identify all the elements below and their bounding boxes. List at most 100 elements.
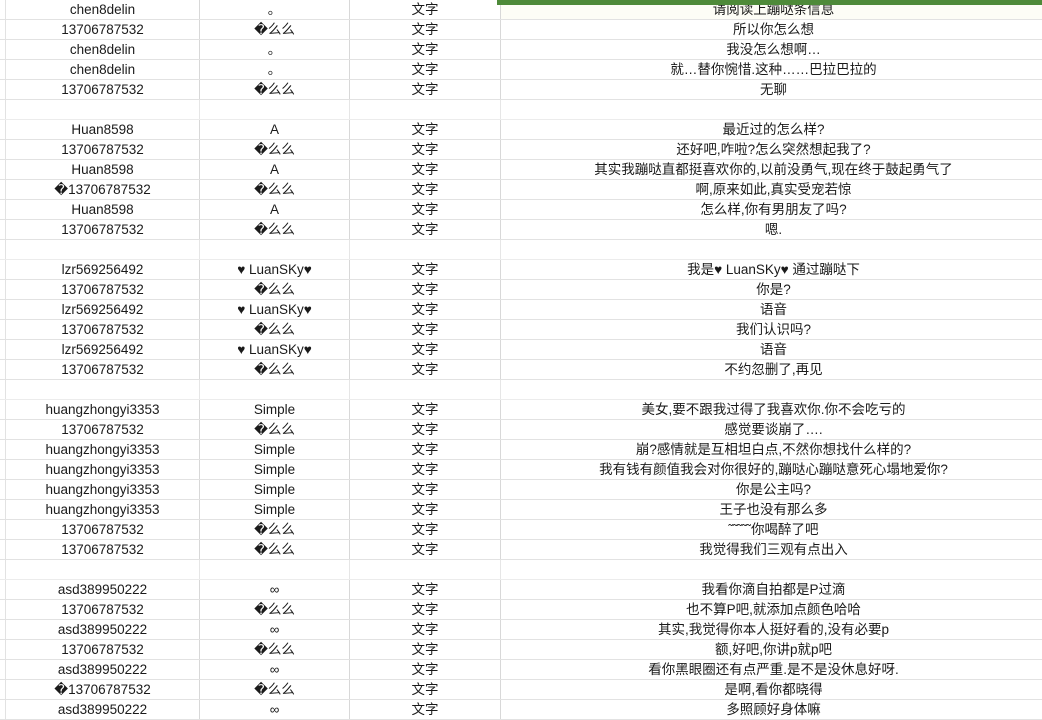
cell-nickname[interactable]: �么么 <box>200 20 350 40</box>
cell-msg-type[interactable]: 文字 <box>350 320 501 340</box>
cell-message[interactable]: 怎么样,你有男朋友了吗? <box>501 200 1042 220</box>
cell-msg-type[interactable]: 文字 <box>350 360 501 380</box>
table-row[interactable]: 13706787532�么么文字额,好吧,你讲p就p吧 <box>0 640 1042 660</box>
cell-message[interactable]: 我看你滴自拍都是P过滴 <box>501 580 1042 600</box>
table-row[interactable]: asd389950222∞文字看你黑眼圈还有点严重.是不是没休息好呀. <box>0 660 1042 680</box>
cell-user-id[interactable]: chen8delin <box>6 60 200 80</box>
table-row[interactable]: 13706787532�么么文字也不算P吧,就添加点颜色哈哈 <box>0 600 1042 620</box>
cell-nickname[interactable]: Simple <box>200 400 350 420</box>
cell-msg-type[interactable]: 文字 <box>350 700 501 720</box>
cell-user-id[interactable]: asd389950222 <box>6 620 200 640</box>
table-row[interactable]: lzr569256492♥ LuanSKy♥文字我是♥ LuanSKy♥ 通过蹦… <box>0 260 1042 280</box>
table-row[interactable]: 13706787532�么么文字感觉要谈崩了…. <box>0 420 1042 440</box>
cell-user-id[interactable]: 13706787532 <box>6 220 200 240</box>
cell-user-id[interactable]: lzr569256492 <box>6 340 200 360</box>
table-row[interactable]: asd389950222∞文字其实,我觉得你本人挺好看的,没有必要p <box>0 620 1042 640</box>
table-row[interactable]: �13706787532�么么文字啊,原来如此,真实受宠若惊 <box>0 180 1042 200</box>
cell-msg-type[interactable]: 文字 <box>350 80 501 100</box>
cell-message[interactable]: 我没怎么想啊… <box>501 40 1042 60</box>
cell-msg-type[interactable]: 文字 <box>350 460 501 480</box>
cell-message[interactable]: 其实我蹦哒直都挺喜欢你的,以前没勇气,现在终于鼓起勇气了 <box>501 160 1042 180</box>
cell-nickname[interactable]: Simple <box>200 460 350 480</box>
cell-nickname[interactable]: �么么 <box>200 360 350 380</box>
cell-nickname[interactable]: �么么 <box>200 540 350 560</box>
cell-message[interactable]: 额,好吧,你讲p就p吧 <box>501 640 1042 660</box>
table-row[interactable]: 13706787532�么么文字无聊 <box>0 80 1042 100</box>
cell-nickname[interactable]: Simple <box>200 480 350 500</box>
cell-message[interactable]: 不约忽删了,再见 <box>501 360 1042 380</box>
table-row[interactable]: 13706787532�么么文字˜˜˜˜˜你喝醉了吧 <box>0 520 1042 540</box>
cell-user-id[interactable]: huangzhongyi3353 <box>6 440 200 460</box>
cell-user-id[interactable]: 13706787532 <box>6 320 200 340</box>
cell-msg-type[interactable]: 文字 <box>350 640 501 660</box>
cell-message[interactable]: 还好吧,咋啦?怎么突然想起我了? <box>501 140 1042 160</box>
cell-message[interactable]: 我有钱有颜值我会对你很好的,蹦哒心蹦哒意死心塌地爱你? <box>501 460 1042 480</box>
cell-nickname[interactable]: ∞ <box>200 700 350 720</box>
cell-nickname[interactable]: ∞ <box>200 580 350 600</box>
cell-msg-type[interactable]: 文字 <box>350 440 501 460</box>
cell-nickname[interactable]: A <box>200 120 350 140</box>
cell-message[interactable]: 最近过的怎么样? <box>501 120 1042 140</box>
cell-user-id[interactable]: Huan8598 <box>6 160 200 180</box>
cell-message[interactable]: 我觉得我们三观有点出入 <box>501 540 1042 560</box>
cell-user-id[interactable]: 13706787532 <box>6 80 200 100</box>
cell-user-id[interactable]: huangzhongyi3353 <box>6 500 200 520</box>
cell-nickname[interactable]: ∞ <box>200 620 350 640</box>
cell-user-id[interactable]: lzr569256492 <box>6 260 200 280</box>
cell-nickname[interactable]: �么么 <box>200 180 350 200</box>
cell-msg-type[interactable]: 文字 <box>350 40 501 60</box>
cell-nickname[interactable]: �么么 <box>200 280 350 300</box>
cell-nickname[interactable]: �么么 <box>200 520 350 540</box>
cell-message[interactable]: 是啊,看你都晓得 <box>501 680 1042 700</box>
cell-nickname[interactable]: �么么 <box>200 80 350 100</box>
cell-nickname[interactable]: Simple <box>200 500 350 520</box>
table-row[interactable]: 13706787532�么么文字嗯. <box>0 220 1042 240</box>
table-row[interactable]: chen8delin。文字就…替你惋惜.这种……巴拉巴拉的 <box>0 60 1042 80</box>
cell-user-id[interactable]: 13706787532 <box>6 540 200 560</box>
table-row[interactable]: 13706787532�么么文字所以你怎么想 <box>0 20 1042 40</box>
cell-message[interactable]: 崩?感情就是互相坦白点,不然你想找什么样的? <box>501 440 1042 460</box>
cell-message[interactable]: 无聊 <box>501 80 1042 100</box>
cell-message[interactable]: 所以你怎么想 <box>501 20 1042 40</box>
cell-msg-type[interactable]: 文字 <box>350 600 501 620</box>
cell-message[interactable]: 语音 <box>501 340 1042 360</box>
cell-user-id[interactable]: Huan8598 <box>6 200 200 220</box>
table-row[interactable]: �13706787532�么么文字是啊,看你都晓得 <box>0 680 1042 700</box>
cell-message[interactable]: 你是公主吗? <box>501 480 1042 500</box>
cell-message[interactable]: 其实,我觉得你本人挺好看的,没有必要p <box>501 620 1042 640</box>
cell-message[interactable]: ˜˜˜˜˜你喝醉了吧 <box>501 520 1042 540</box>
table-row[interactable]: lzr569256492♥ LuanSKy♥文字语音 <box>0 340 1042 360</box>
cell-msg-type[interactable]: 文字 <box>350 520 501 540</box>
cell-user-id[interactable]: Huan8598 <box>6 120 200 140</box>
cell-nickname[interactable]: 。 <box>200 60 350 80</box>
cell-user-id[interactable]: 13706787532 <box>6 640 200 660</box>
cell-nickname[interactable]: ∞ <box>200 660 350 680</box>
table-row[interactable]: chen8delin。文字我没怎么想啊… <box>0 40 1042 60</box>
cell-message[interactable]: 就…替你惋惜.这种……巴拉巴拉的 <box>501 60 1042 80</box>
cell-user-id[interactable]: 13706787532 <box>6 600 200 620</box>
cell-msg-type[interactable]: 文字 <box>350 300 501 320</box>
cell-msg-type[interactable]: 文字 <box>350 260 501 280</box>
cell-nickname[interactable]: �么么 <box>200 220 350 240</box>
cell-user-id[interactable]: �13706787532 <box>6 180 200 200</box>
table-row[interactable]: 13706787532�么么文字还好吧,咋啦?怎么突然想起我了? <box>0 140 1042 160</box>
cell-user-id[interactable]: chen8delin <box>6 0 200 20</box>
cell-nickname[interactable]: ♥ LuanSKy♥ <box>200 300 350 320</box>
cell-user-id[interactable]: asd389950222 <box>6 580 200 600</box>
table-row[interactable]: asd389950222∞文字我看你滴自拍都是P过滴 <box>0 580 1042 600</box>
cell-msg-type[interactable]: 文字 <box>350 200 501 220</box>
cell-message[interactable]: 我是♥ LuanSKy♥ 通过蹦哒下 <box>501 260 1042 280</box>
cell-message[interactable]: 也不算P吧,就添加点颜色哈哈 <box>501 600 1042 620</box>
cell-msg-type[interactable]: 文字 <box>350 180 501 200</box>
cell-msg-type[interactable]: 文字 <box>350 680 501 700</box>
table-row[interactable]: lzr569256492♥ LuanSKy♥文字语音 <box>0 300 1042 320</box>
cell-msg-type[interactable]: 文字 <box>350 620 501 640</box>
